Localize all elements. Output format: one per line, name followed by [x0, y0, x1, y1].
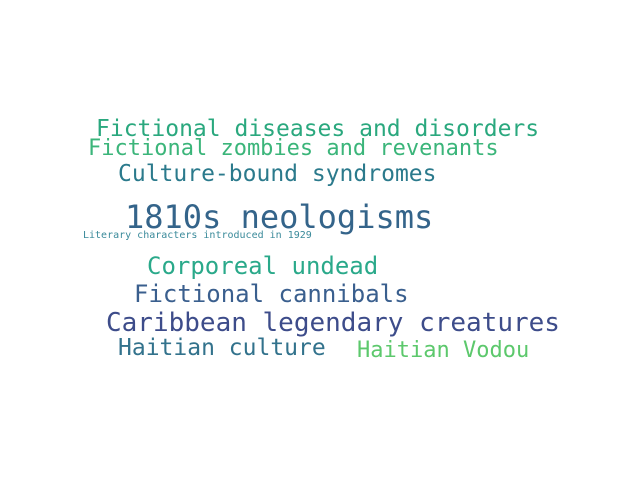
- word-fictional-cannibals: Fictional cannibals: [134, 280, 409, 308]
- word-1810s-neologisms: 1810s neologisms: [125, 198, 434, 236]
- word-corporeal-undead: Corporeal undead: [147, 252, 379, 280]
- word-caribbean-legendary-creatures: Caribbean legendary creatures: [106, 308, 560, 338]
- word-literary-characters-introduced-in-1929: Literary characters introduced in 1929: [83, 230, 312, 241]
- word-fictional-diseases-and-disorders: Fictional diseases and disorders: [96, 116, 540, 142]
- word-haitian-vodou: Haitian Vodou: [357, 338, 530, 363]
- word-culture-bound-syndromes: Culture-bound syndromes: [118, 161, 437, 187]
- word-fictional-zombies-and-revenants: Fictional zombies and revenants: [88, 136, 499, 161]
- word-haitian-culture: Haitian culture: [118, 335, 326, 361]
